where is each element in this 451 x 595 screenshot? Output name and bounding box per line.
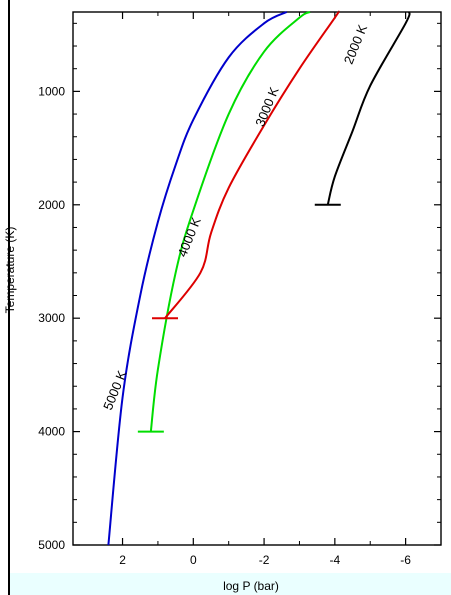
- series-lines: [107, 10, 411, 546]
- series-line: [164, 10, 340, 319]
- series-line: [326, 11, 411, 206]
- x-tick-label: -6: [400, 553, 411, 567]
- axis-ticks: [73, 12, 441, 546]
- y-axis-label: Temperature (K): [3, 227, 17, 314]
- bottom-band: [10, 573, 451, 595]
- series-label: 5000 K: [100, 368, 129, 412]
- series-label: 3000 K: [252, 84, 281, 128]
- y-tick-label: 4000: [38, 425, 65, 439]
- y-tick-label: 1000: [38, 84, 65, 98]
- y-tick-label: 5000: [38, 538, 65, 552]
- x-tick-labels: 2 0 -2 -4 -6: [119, 553, 411, 567]
- plot-frame: [72, 11, 442, 546]
- series-line: [149, 11, 311, 432]
- x-axis-label: log P (bar): [223, 579, 279, 593]
- x-tick-label: 2: [119, 553, 126, 567]
- left-border: [8, 0, 10, 595]
- y-tick-label: 3000: [38, 311, 65, 325]
- x-tick-label: 0: [190, 553, 197, 567]
- y-tick-label: 2000: [38, 198, 65, 212]
- series-label: 4000 K: [174, 215, 203, 259]
- series-line: [107, 11, 288, 546]
- y-tick-labels: 1000 2000 3000 4000 5000: [38, 84, 65, 552]
- x-tick-label: -2: [259, 553, 270, 567]
- series-labels: 5000 K 4000 K 3000 K 2000 K: [100, 22, 370, 412]
- series-label: 2000 K: [341, 22, 370, 66]
- x-tick-label: -4: [330, 553, 341, 567]
